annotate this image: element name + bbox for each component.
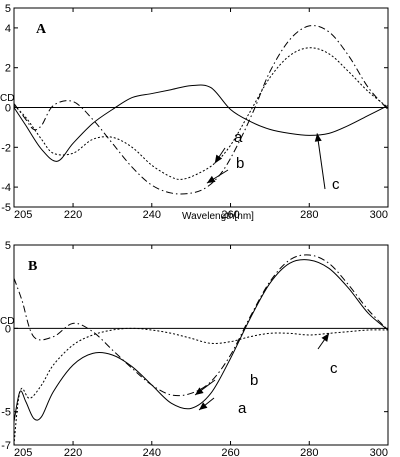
- panel-a-y-tick-label: -5: [1, 202, 11, 214]
- panel-a-x-tick-label: 260: [221, 209, 239, 221]
- panel-a-annotation-a-label: a: [234, 129, 243, 146]
- panel-b-y-ticks: 5 0 -5 -7: [1, 240, 388, 452]
- panel-a-series-a: [13, 47, 389, 180]
- panel-b-annotations: ab c: [194, 333, 338, 417]
- panel-b-annotation-c-label: c: [330, 360, 338, 377]
- panel-b-label: B: [28, 259, 37, 274]
- panel-b-x-tick-label: 205: [14, 447, 32, 457]
- panel-b-annotation-b-arrowhead: [195, 387, 204, 395]
- panel-b-x-tick-label: 260: [221, 447, 239, 457]
- panel-a-annotation-b-arrowhead: [206, 175, 216, 184]
- panel-a-y-ticks: 5 4 2 0 -2 -4 -5: [1, 3, 388, 214]
- panel-a-x-tick-label: 240: [143, 209, 161, 221]
- panel-a-x-tick-label: 280: [300, 209, 318, 221]
- panel-a-series-c: [13, 84, 389, 162]
- panel-b-y-tick-label: -5: [1, 407, 11, 419]
- panel-a-ylabel: CD: [0, 93, 14, 104]
- panel-a-annotation-a-arrowhead: [214, 154, 223, 164]
- panel-a-y-tick-label: 5: [5, 3, 11, 15]
- panel-a-y-tick-label: 2: [5, 63, 11, 75]
- panel-a: A CD Wavelength[nm] 5 4 2 0 -2 -4 -5 205 220 240…: [0, 3, 389, 222]
- panel-b-annotation-a-label: a: [238, 400, 247, 417]
- panel-a-x-tick-label: 220: [64, 209, 82, 221]
- panel-a-y-tick-label: 4: [5, 23, 11, 35]
- panel-b-series-a: [13, 259, 389, 422]
- panel-b: B CD 5 0 -5 -7 205 220 240 260 280 300 ab c: [0, 240, 389, 457]
- panel-a-series-b: [13, 25, 389, 195]
- panel-b-x-ticks: 205 220 240 260 280 300: [13, 245, 389, 457]
- panel-b-x-tick-label: 300: [370, 447, 388, 457]
- panel-a-x-ticks: 205 220 240 260 280 300: [13, 8, 389, 221]
- panel-a-y-tick-label: -2: [1, 142, 11, 154]
- panel-a-x-tick-label: 205: [14, 209, 32, 221]
- panel-b-y-tick-label: -7: [1, 440, 11, 452]
- panel-b-series-c: [13, 327, 389, 446]
- panel-b-annotation-a-arrowhead: [199, 402, 208, 410]
- panel-b-y-tick-label: 5: [5, 240, 11, 252]
- panel-a-annotation-b-label: b: [236, 155, 244, 172]
- panel-a-series: [13, 25, 389, 195]
- panel-a-annotations: ab c: [206, 129, 340, 193]
- panel-b-ylabel: CD: [0, 316, 14, 327]
- panel-a-annotation-c-label: c: [332, 176, 340, 193]
- panel-b-frame: [13, 244, 389, 446]
- panel-a-y-tick-label: 0: [5, 103, 11, 115]
- panel-b-x-tick-label: 280: [300, 447, 318, 457]
- panel-a-label: A: [36, 22, 47, 37]
- panel-b-annotation-c-arrowhead: [321, 333, 329, 342]
- panel-a-annotation-c-arrow: [316, 133, 326, 190]
- panel-b-series-b: [13, 254, 389, 397]
- panel-b-series: [13, 254, 389, 446]
- panel-b-annotation-b-label: b: [250, 372, 258, 389]
- panel-a-xlabel: Wavelength[nm]: [182, 211, 254, 222]
- panel-b-x-tick-label: 220: [64, 447, 82, 457]
- panel-a-x-tick-label: 300: [370, 209, 388, 221]
- panel-a-annotation-c-arrowhead: [314, 133, 322, 142]
- panel-b-y-tick-label: 0: [5, 323, 11, 335]
- panel-a-y-tick-label: -4: [1, 182, 11, 194]
- panel-b-x-tick-label: 240: [143, 447, 161, 457]
